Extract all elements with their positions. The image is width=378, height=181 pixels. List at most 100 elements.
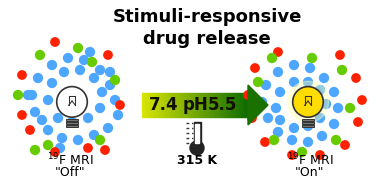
Polygon shape (248, 85, 268, 125)
Point (49, 82, 55, 85)
Point (319, 134, 325, 137)
Bar (242, 93, 243, 117)
Point (331, 123, 337, 125)
Bar (172, 93, 174, 117)
Point (333, 138, 339, 141)
Bar (208, 93, 209, 117)
Bar (243, 93, 244, 117)
Point (271, 138, 277, 141)
Bar (195, 93, 196, 117)
Point (19, 73, 25, 76)
Point (309, 56, 315, 59)
Bar (186, 93, 187, 117)
Point (277, 119, 283, 121)
Bar (164, 93, 166, 117)
Bar (229, 93, 231, 117)
Point (321, 77, 327, 79)
Point (59, 136, 65, 139)
Point (289, 153, 295, 156)
Point (265, 117, 271, 119)
Point (323, 103, 329, 106)
Point (112, 98, 118, 101)
Point (32, 111, 38, 113)
Text: pH: pH (182, 96, 208, 114)
Point (45, 98, 51, 101)
Point (305, 81, 311, 83)
Bar (161, 93, 162, 117)
Point (89, 61, 95, 64)
Bar (166, 93, 167, 117)
Bar (207, 93, 208, 117)
Bar (239, 93, 240, 117)
Bar (206, 93, 207, 117)
Bar (167, 93, 169, 117)
Point (331, 90, 337, 93)
Point (39, 119, 45, 121)
Bar (222, 93, 223, 117)
Point (317, 153, 323, 156)
Bar (142, 93, 143, 117)
Bar (209, 93, 211, 117)
Point (259, 101, 265, 104)
Bar (219, 93, 220, 117)
Bar (214, 93, 215, 117)
FancyBboxPatch shape (67, 119, 77, 121)
FancyBboxPatch shape (67, 125, 77, 127)
Bar (237, 93, 239, 117)
Text: "On": "On" (295, 165, 325, 178)
Point (61, 71, 67, 73)
Point (75, 138, 81, 141)
Bar (225, 93, 227, 117)
Bar (227, 93, 228, 117)
Point (115, 113, 121, 116)
Bar (147, 93, 149, 117)
Point (49, 64, 55, 66)
Bar (163, 93, 164, 117)
Point (55, 117, 61, 119)
Point (35, 77, 41, 79)
Point (335, 107, 341, 110)
Bar (182, 93, 183, 117)
Point (291, 64, 297, 66)
Bar (154, 93, 155, 117)
Point (117, 104, 123, 106)
Bar (240, 93, 242, 117)
Point (262, 141, 268, 144)
Bar (220, 93, 222, 117)
Point (353, 77, 359, 79)
Point (317, 89, 323, 91)
Point (291, 81, 297, 83)
Circle shape (293, 87, 323, 117)
Point (105, 54, 111, 56)
Point (339, 69, 345, 71)
Point (75, 47, 81, 49)
Point (25, 94, 31, 96)
Bar (146, 93, 147, 117)
Bar (244, 93, 245, 117)
Point (347, 107, 353, 110)
Bar (224, 93, 225, 117)
Point (249, 117, 255, 119)
Bar (177, 93, 178, 117)
Point (97, 138, 103, 141)
Point (269, 56, 275, 59)
Point (255, 81, 261, 83)
Point (107, 71, 113, 73)
Point (81, 58, 87, 61)
Bar (216, 93, 217, 117)
Point (77, 69, 83, 71)
Point (45, 129, 51, 131)
Bar (159, 93, 161, 117)
Text: 5.5: 5.5 (207, 96, 237, 114)
Point (69, 121, 75, 123)
Point (85, 117, 91, 119)
Bar (235, 93, 236, 117)
Bar (201, 93, 203, 117)
Point (359, 98, 365, 101)
Point (289, 138, 295, 141)
Point (337, 54, 343, 56)
Bar (199, 93, 200, 117)
Bar (143, 93, 145, 117)
Bar (203, 93, 204, 117)
Point (317, 117, 323, 119)
